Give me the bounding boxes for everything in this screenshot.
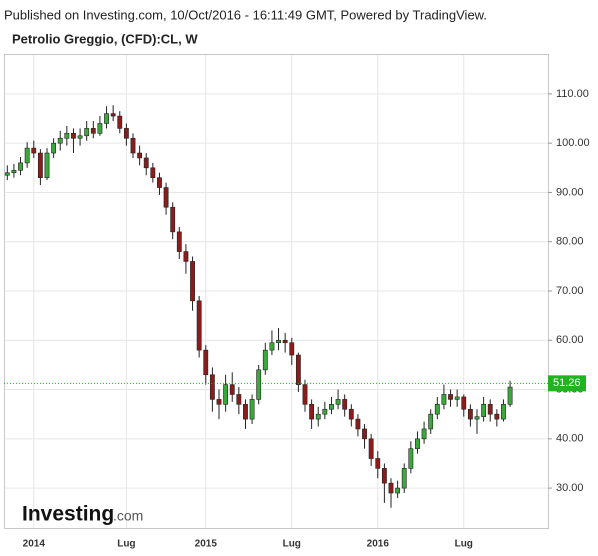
candle-body — [110, 113, 116, 117]
y-tick-label: 30.00 — [556, 482, 584, 494]
candle-body — [11, 169, 17, 174]
y-tick-label: 90.00 — [556, 186, 584, 198]
candle-body — [269, 342, 275, 351]
candle-body — [203, 349, 209, 376]
candle-body — [467, 408, 473, 420]
candle-body — [461, 396, 467, 410]
candle-body — [302, 384, 308, 405]
candle-body — [322, 408, 328, 415]
candle-body — [415, 438, 420, 449]
y-tick-label: 100.00 — [556, 137, 590, 149]
candle-body — [262, 349, 268, 371]
candle-body — [37, 152, 43, 178]
candle-body — [84, 128, 90, 137]
brand-suffix: .com — [113, 508, 143, 524]
candle-body — [64, 133, 70, 139]
chart-title: Petrolio Greggio, (CFD):CL, W — [12, 31, 198, 46]
x-tick-label: Lug — [283, 539, 301, 550]
candle-body — [481, 404, 487, 417]
candle-body — [428, 413, 434, 430]
candle-body — [355, 418, 361, 430]
candle-body — [77, 135, 83, 139]
x-tick-label: Lug — [117, 539, 135, 550]
x-tick-label: 2016 — [367, 539, 390, 550]
candle-body — [117, 115, 123, 129]
candle-body — [18, 162, 23, 171]
y-tick-label: 60.00 — [556, 334, 584, 346]
candle-body — [448, 394, 453, 400]
candle-body — [97, 123, 103, 134]
candle-body — [434, 404, 440, 415]
candle-body — [507, 386, 513, 405]
candle-body — [31, 147, 37, 154]
x-tick-label: 2015 — [195, 539, 218, 550]
candle-body — [348, 408, 354, 420]
x-tick-label: 2014 — [23, 539, 46, 550]
candle-body — [315, 413, 321, 420]
candle-body — [4, 172, 10, 176]
candle-body — [368, 438, 374, 459]
candle-body — [329, 404, 334, 410]
candle-body — [130, 137, 136, 154]
candle-body — [381, 468, 387, 484]
candle-body — [362, 428, 367, 440]
candle-body — [137, 152, 143, 159]
candle-body — [501, 404, 506, 420]
candle-body — [71, 133, 76, 139]
candle-body — [243, 404, 248, 420]
candle-body — [395, 487, 401, 494]
candle-body — [44, 152, 50, 178]
candle-body — [176, 231, 182, 252]
candle-body — [223, 384, 229, 405]
candle-body — [143, 157, 149, 169]
x-tick-label: Lug — [455, 539, 473, 550]
candle-body — [170, 206, 176, 233]
candle-body — [309, 404, 315, 420]
candle-body — [183, 251, 189, 262]
candle-body — [388, 482, 394, 494]
candle-body — [421, 428, 427, 440]
candle-body — [282, 339, 288, 344]
candle-body — [123, 128, 129, 139]
candle-body — [454, 396, 460, 400]
candle-body — [474, 416, 480, 420]
candle-body — [289, 342, 295, 356]
candle-body — [157, 177, 162, 188]
candle-body — [487, 404, 493, 415]
candle-body — [342, 399, 348, 410]
last-price-box — [548, 375, 586, 392]
candle-body — [335, 399, 341, 405]
candle-body — [276, 339, 281, 344]
candle-body — [401, 468, 407, 489]
candle-body — [196, 300, 202, 351]
candle-body — [229, 384, 235, 395]
last-price-label: 51.26 — [553, 377, 581, 389]
candle-body — [236, 394, 242, 405]
y-tick-label: 70.00 — [556, 285, 584, 297]
y-tick-label: 40.00 — [556, 433, 584, 445]
published-note: Published on Investing.com, 10/Oct/2016 … — [4, 7, 487, 22]
candle-body — [209, 374, 215, 400]
candle-body — [163, 187, 169, 208]
candle-body — [494, 413, 500, 420]
candle-body — [150, 167, 156, 178]
candle-body — [57, 137, 63, 144]
candle-body — [408, 448, 414, 469]
candle-body — [90, 128, 96, 134]
y-tick-label: 110.00 — [556, 88, 589, 100]
candle-body — [216, 399, 222, 405]
candle-body — [190, 261, 195, 302]
candle-body — [441, 394, 447, 405]
candle-body — [51, 142, 57, 154]
candle-body — [249, 399, 255, 420]
candle-body — [104, 113, 109, 124]
candle-body — [24, 147, 30, 164]
brand: Investing — [22, 503, 114, 526]
y-tick-label: 80.00 — [556, 236, 584, 248]
candle-body — [256, 369, 262, 400]
candle-body — [295, 354, 301, 385]
candle-body — [375, 458, 381, 469]
